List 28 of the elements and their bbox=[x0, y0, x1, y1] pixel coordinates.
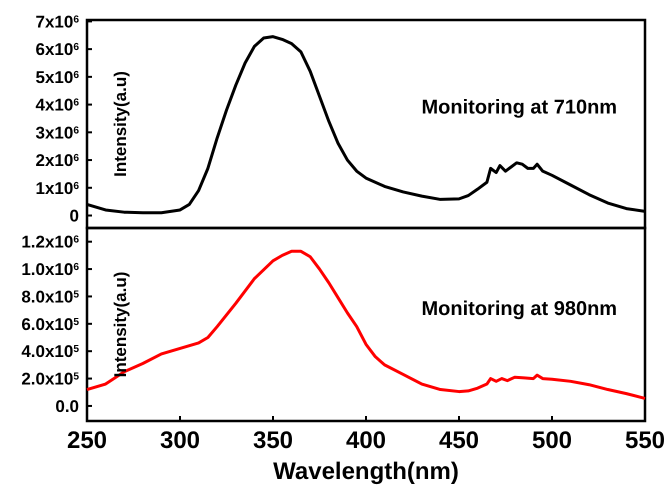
y-tick-label: 5x10$^{6}$ bbox=[36, 68, 80, 87]
x-tick-label: 250 bbox=[66, 427, 108, 454]
annotation: Monitoring at 710nm bbox=[422, 96, 618, 119]
x-tick-label: 300 bbox=[160, 427, 200, 454]
x-tick-label: 500 bbox=[532, 427, 572, 454]
y-tick-label: 1.2x10$^{6}$ bbox=[21, 232, 80, 252]
y-tick-label: 4x10$^{6}$ bbox=[36, 96, 80, 115]
x-tick-label: 450 bbox=[438, 427, 480, 454]
y-tick-label: 0 bbox=[70, 206, 79, 226]
y-tick-label: 2x10$^{6}$ bbox=[36, 151, 80, 170]
y-axis-title: Intensity(a.u) bbox=[111, 71, 130, 177]
y-tick-label: 8.0x10$^{5}$ bbox=[21, 287, 80, 306]
y-tick-label: 0.0 bbox=[55, 396, 79, 416]
y-tick-label: 7x10$^{6}$ bbox=[36, 12, 80, 32]
y-tick-label: 1x10$^{6}$ bbox=[36, 178, 80, 198]
y-tick-label: 6x10$^{6}$ bbox=[36, 40, 80, 60]
line-series bbox=[86, 250, 646, 400]
y-tick-label: 4.0x10$^{5}$ bbox=[21, 342, 80, 362]
y-axis-title: Intensity(a.u) bbox=[111, 272, 130, 378]
y-tick-label: 2.0x10$^{5}$ bbox=[21, 370, 80, 389]
x-tick-label: 400 bbox=[346, 427, 386, 454]
y-tick-label: 3x10$^{6}$ bbox=[36, 123, 80, 142]
x-axis-title: Wavelength(nm) bbox=[273, 458, 459, 485]
y-tick-label: 1.0x10$^{6}$ bbox=[21, 260, 80, 280]
annotation: Monitoring at 980nm bbox=[422, 298, 618, 320]
x-tick-label: 550 bbox=[624, 427, 666, 454]
y-tick-label: 6.0x10$^{5}$ bbox=[21, 314, 80, 334]
x-tick-label: 350 bbox=[252, 427, 294, 454]
